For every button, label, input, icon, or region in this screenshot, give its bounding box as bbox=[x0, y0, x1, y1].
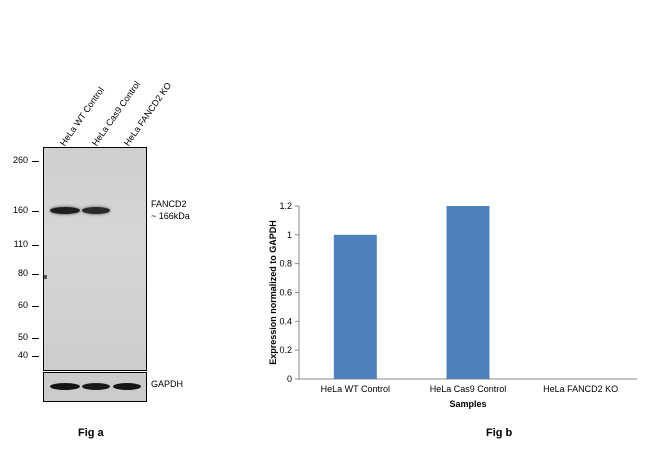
target-protein-label: FANCD2 bbox=[151, 199, 187, 209]
mw-marker-label: 80 bbox=[17, 268, 28, 278]
mw-marker-tick bbox=[32, 306, 39, 307]
bar bbox=[333, 234, 377, 379]
y-tick-label: 1.2 bbox=[279, 201, 292, 211]
mw-marker-label: 260 bbox=[12, 155, 28, 165]
y-tick-label: 0.4 bbox=[279, 316, 292, 326]
gapdh-blot-image bbox=[43, 372, 147, 402]
mw-marker-label: 110 bbox=[13, 239, 28, 249]
y-tick-label: 0.6 bbox=[279, 288, 292, 298]
gapdh-band-lane-2 bbox=[82, 383, 110, 390]
mw-marker-tick bbox=[32, 161, 39, 162]
y-axis-label: Expression normalized to GAPDH bbox=[268, 220, 278, 365]
x-tick-label: HeLa FANCD2 KO bbox=[543, 384, 618, 394]
y-tick-label: 0 bbox=[287, 374, 292, 384]
fig-b-caption: Fig b bbox=[486, 427, 513, 439]
y-tick-label: 1 bbox=[287, 230, 292, 240]
fancd2-band-lane-2 bbox=[82, 207, 110, 214]
blot-edge-mark bbox=[44, 275, 47, 279]
gapdh-band-lane-3 bbox=[113, 383, 141, 390]
bar bbox=[446, 206, 490, 379]
y-tick-label: 0.8 bbox=[279, 259, 292, 269]
x-axis-label: Samples bbox=[449, 399, 486, 409]
mw-marker-tick bbox=[32, 274, 39, 275]
main-blot-image bbox=[43, 147, 147, 371]
fig-a-caption: Fig a bbox=[78, 427, 104, 439]
target-size-label: ~ 166kDa bbox=[151, 211, 190, 221]
mw-marker-label: 50 bbox=[17, 332, 28, 342]
gapdh-label: GAPDH bbox=[151, 379, 184, 389]
mw-marker-tick bbox=[32, 356, 39, 357]
gapdh-band-lane-1 bbox=[50, 383, 80, 390]
x-tick-label: HeLa Cas9 Control bbox=[430, 384, 507, 394]
mw-marker-label: 160 bbox=[12, 205, 28, 215]
fancd2-band-lane-1 bbox=[50, 207, 80, 214]
y-tick-label: 0.2 bbox=[279, 345, 292, 355]
mw-marker-tick bbox=[32, 338, 39, 339]
mw-marker-tick bbox=[32, 211, 39, 212]
mw-marker-label: 40 bbox=[17, 350, 28, 360]
mw-marker-tick bbox=[32, 245, 39, 246]
x-tick-label: HeLa WT Control bbox=[321, 384, 390, 394]
mw-marker-label: 60 bbox=[17, 300, 28, 310]
